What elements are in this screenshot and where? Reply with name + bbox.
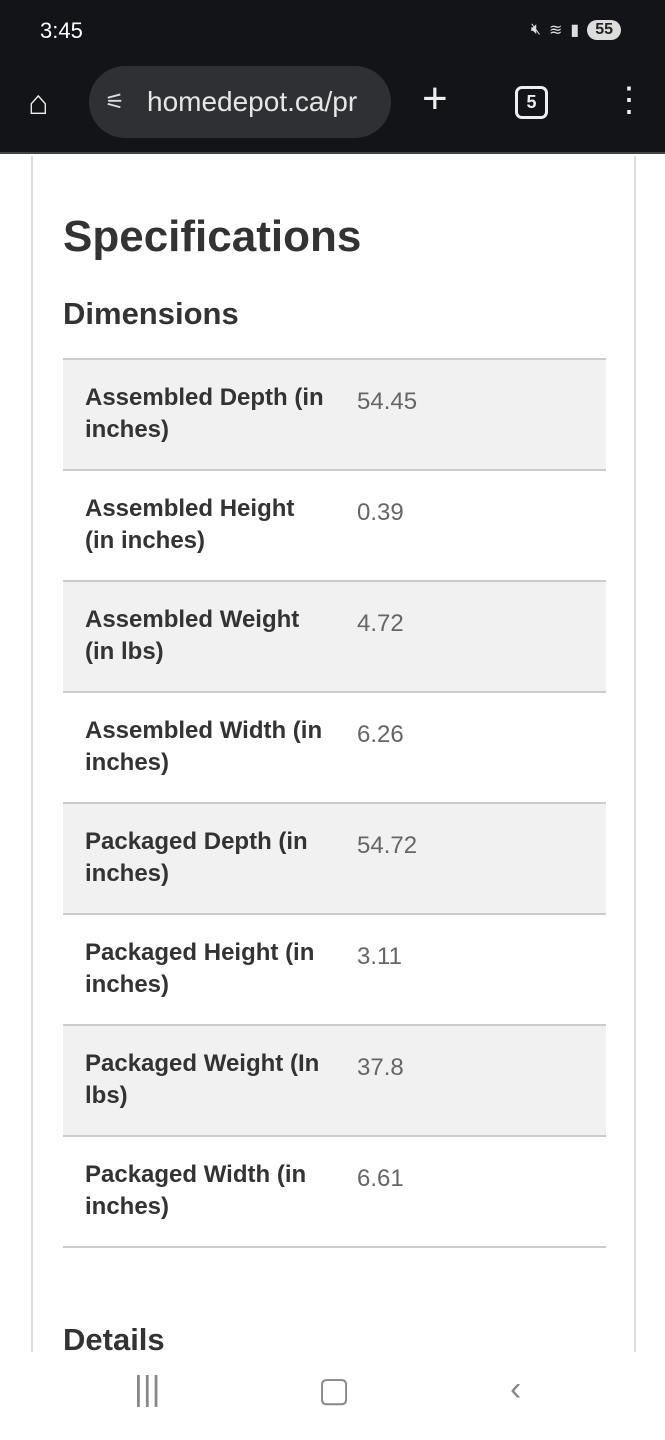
spec-label: Assembled Depth (in inches)	[85, 384, 324, 443]
spec-value: 4.72	[357, 610, 404, 637]
spec-value: 6.26	[357, 721, 404, 748]
table-row: Packaged Width (in inches) 6.61	[63, 1137, 606, 1248]
spec-label: Packaged Weight (In lbs)	[85, 1050, 320, 1109]
url-text: homedepot.ca/pr	[147, 86, 358, 117]
address-bar[interactable]: ⚟ homedepot.ca/pr	[89, 66, 391, 138]
mute-icon: 🔇︎	[530, 21, 541, 38]
details-heading: Details	[63, 1322, 165, 1352]
spec-label: Packaged Height (in inches)	[85, 939, 315, 998]
wifi-icon: ≋	[548, 22, 563, 39]
android-nav-bar: ||| ▢ ‹	[0, 1352, 665, 1440]
battery-indicator: 55	[587, 20, 621, 40]
spec-value: 6.61	[357, 1165, 404, 1192]
spec-value: 54.72	[357, 832, 418, 859]
home-icon[interactable]: ⌂	[28, 84, 49, 122]
page-title: Specifications	[63, 212, 362, 261]
new-tab-icon[interactable]: +	[422, 74, 448, 123]
spec-table: Assembled Depth (in inches) 54.45 Assemble…	[63, 358, 606, 1248]
back-icon[interactable]: ‹	[510, 1370, 522, 1408]
page-content: Specifications Dimensions Assembled Dept…	[31, 156, 636, 1352]
status-bar: 3:45 🔇︎ ≋ ▮ 55	[0, 0, 665, 64]
spec-label: Assembled Width (in inches)	[85, 717, 323, 776]
clock: 3:45	[40, 18, 83, 43]
spec-label: Packaged Depth (in inches)	[85, 828, 308, 887]
table-row: Packaged Depth (in inches) 54.72	[63, 804, 606, 915]
site-settings-icon[interactable]: ⚟	[105, 89, 125, 114]
spec-value: 37.8	[357, 1054, 404, 1081]
spec-label: Assembled Height (in inches)	[85, 495, 295, 554]
table-row: Assembled Depth (in inches) 54.45	[63, 360, 606, 471]
more-menu-icon[interactable]: ⋮	[612, 81, 646, 119]
table-row: Packaged Weight (In lbs) 37.8	[63, 1026, 606, 1137]
home-button-icon[interactable]: ▢	[318, 1371, 351, 1409]
spec-label: Assembled Weight (in lbs)	[85, 606, 300, 665]
spec-label: Packaged Width (in inches)	[85, 1161, 307, 1220]
signal-icon: ▮	[570, 22, 580, 39]
spec-value: 54.45	[357, 388, 418, 415]
table-row: Assembled Weight (in lbs) 4.72	[63, 582, 606, 693]
recents-icon[interactable]: |||	[134, 1370, 161, 1408]
browser-toolbar: ⌂ ⚟ homedepot.ca/pr + 5 ⋮	[0, 64, 665, 154]
table-row: Assembled Height (in inches) 0.39	[63, 471, 606, 582]
table-row: Assembled Width (in inches) 6.26	[63, 693, 606, 804]
table-row: Packaged Height (in inches) 3.11	[63, 915, 606, 1026]
spec-value: 0.39	[357, 499, 404, 526]
spec-value: 3.11	[357, 943, 402, 970]
section-heading: Dimensions	[63, 296, 239, 331]
tab-switcher-button[interactable]: 5	[515, 86, 548, 119]
